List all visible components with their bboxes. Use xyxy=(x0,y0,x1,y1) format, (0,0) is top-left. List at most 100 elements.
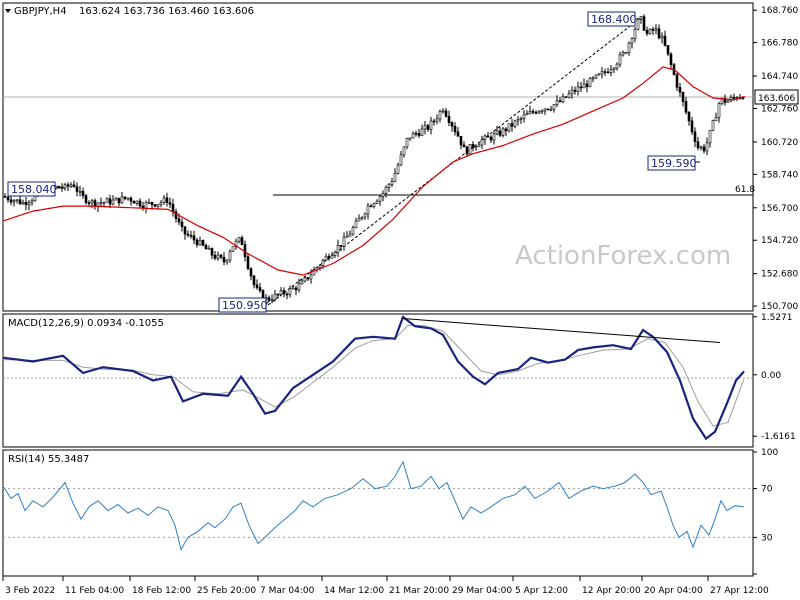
candle xyxy=(246,253,250,271)
candle xyxy=(213,250,217,261)
candle xyxy=(507,123,511,133)
time-tick-label: 29 Mar 04:00 xyxy=(452,586,512,596)
candle xyxy=(123,196,127,201)
candle xyxy=(207,245,211,250)
candle xyxy=(477,142,481,148)
candle xyxy=(483,134,487,145)
candle xyxy=(327,253,331,261)
candle xyxy=(636,17,640,31)
candle xyxy=(210,247,214,260)
candle xyxy=(414,130,418,137)
candle xyxy=(255,279,259,290)
march-low-annotation: 150.950 xyxy=(218,297,271,313)
macd-trendline xyxy=(402,318,721,343)
candle xyxy=(459,135,463,150)
current-price-text: 163.606 xyxy=(758,94,795,104)
candle xyxy=(342,232,346,251)
candle xyxy=(396,162,400,175)
candle xyxy=(576,81,580,96)
candle xyxy=(78,185,82,197)
candle xyxy=(501,126,505,138)
candle xyxy=(474,145,478,151)
collapse-arrow-icon[interactable] xyxy=(5,9,11,13)
candle xyxy=(558,97,562,103)
candle xyxy=(228,249,232,263)
candle xyxy=(624,51,628,54)
candle xyxy=(372,202,376,209)
candle xyxy=(126,197,130,201)
candle xyxy=(354,217,358,229)
time-tick-label: 3 Feb 2022 xyxy=(5,586,55,596)
candle xyxy=(402,146,406,158)
candle xyxy=(303,275,307,283)
candle xyxy=(288,285,292,298)
candle xyxy=(336,239,340,258)
candle xyxy=(690,116,694,135)
candle xyxy=(432,118,436,126)
candle xyxy=(645,26,649,37)
candle xyxy=(642,14,646,31)
candle xyxy=(546,108,550,111)
candle xyxy=(318,264,322,271)
candle xyxy=(705,137,709,156)
candle xyxy=(435,114,439,125)
rsi-tick-label: 100 xyxy=(761,448,778,458)
candle xyxy=(603,68,607,76)
candle xyxy=(180,218,184,232)
candle xyxy=(168,197,172,209)
time-axis: 3 Feb 2022 11 Feb 04:00 18 Feb 12:00 25 Feb… xyxy=(2,576,769,596)
candle xyxy=(429,117,433,135)
high-label: 168.400 xyxy=(591,13,637,26)
candle xyxy=(144,200,148,214)
candle xyxy=(99,197,103,207)
candle xyxy=(72,180,76,188)
candle xyxy=(300,278,304,285)
candle xyxy=(366,202,370,220)
time-tick-label: 20 Apr 04:00 xyxy=(644,586,703,596)
candles xyxy=(3,14,745,306)
candle xyxy=(447,110,451,127)
price-tick-label: 168.760 xyxy=(761,6,798,16)
candle xyxy=(714,112,718,122)
candle xyxy=(147,198,151,204)
candle xyxy=(222,252,226,266)
candle xyxy=(426,123,430,132)
candle xyxy=(141,201,145,211)
candle xyxy=(444,107,448,118)
candle xyxy=(171,198,175,217)
candle xyxy=(249,267,253,281)
candle xyxy=(387,183,391,192)
candle xyxy=(504,127,508,137)
candle xyxy=(240,235,244,246)
april-low-annotation: 159.590 xyxy=(647,155,700,171)
candle xyxy=(399,150,403,167)
candle xyxy=(543,108,547,115)
candle xyxy=(600,66,604,79)
candle xyxy=(21,199,25,205)
candle xyxy=(579,81,583,93)
price-axis-ticks: 168.760 166.780 164.740 162.760 160.720 158.7… xyxy=(753,6,798,312)
candle xyxy=(153,204,157,208)
candle xyxy=(117,197,121,207)
candle xyxy=(138,198,142,209)
candle xyxy=(465,145,469,156)
candle xyxy=(120,191,124,204)
candle xyxy=(393,168,397,183)
candle xyxy=(597,73,601,76)
time-tick-label: 11 Feb 04:00 xyxy=(65,586,124,596)
candle xyxy=(201,239,205,247)
candle xyxy=(654,24,658,35)
candle xyxy=(192,230,196,245)
candle xyxy=(669,52,673,70)
candle xyxy=(681,91,685,107)
candle xyxy=(234,238,238,250)
candle xyxy=(723,94,727,106)
price-tick-label: 152.680 xyxy=(761,270,798,280)
fib-label: 61.8 xyxy=(735,185,755,195)
rsi-panel-frame xyxy=(2,449,754,577)
candle xyxy=(360,216,364,221)
candle xyxy=(204,243,208,250)
candle xyxy=(105,197,109,203)
macd-axis-ticks: 1.5271 0.00 -1.6161 xyxy=(753,313,796,442)
candle xyxy=(420,124,424,136)
